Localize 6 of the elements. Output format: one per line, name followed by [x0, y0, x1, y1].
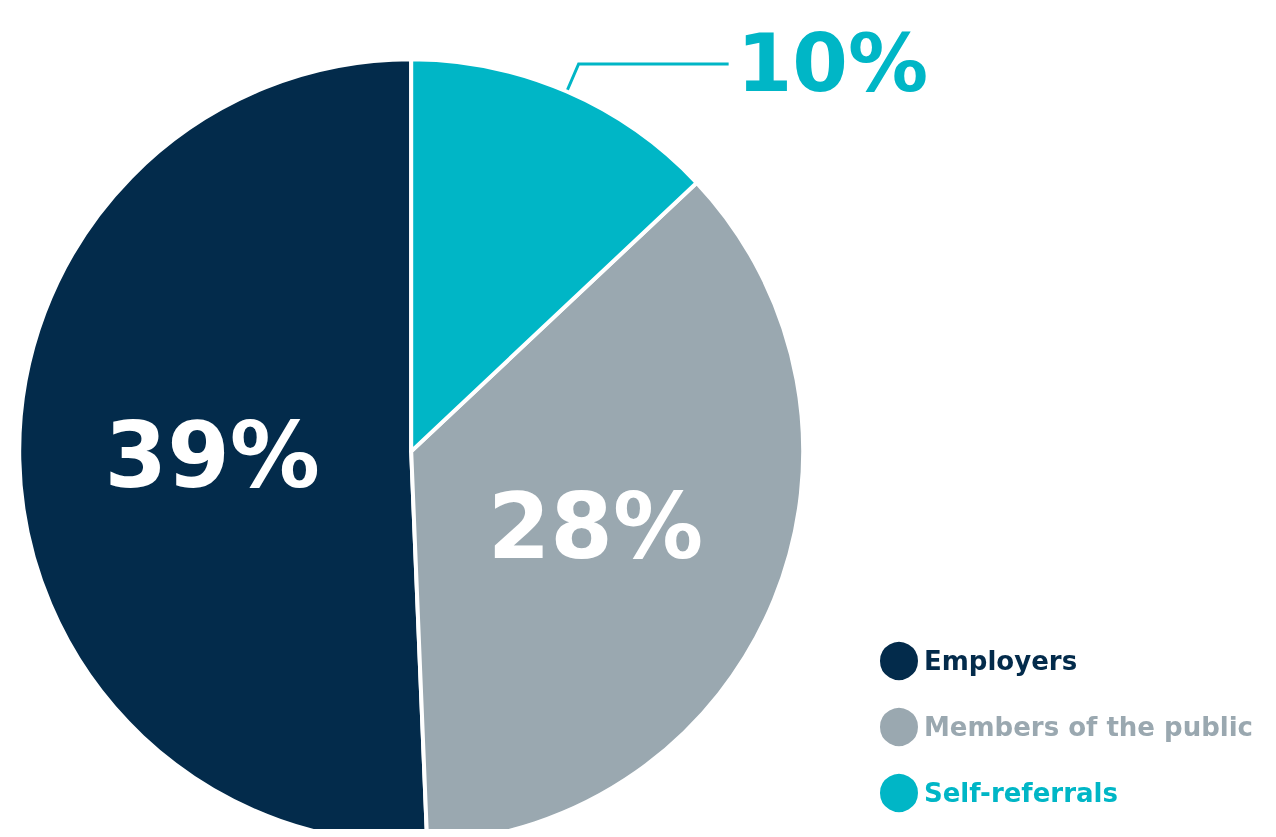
legend-label: Members of the public	[923, 712, 1253, 742]
legend-label: Employers	[923, 646, 1078, 676]
data-label: 10%	[736, 17, 929, 111]
data-label: 28%	[487, 474, 704, 580]
legend-label: Self-referrals	[923, 778, 1118, 808]
data-label: 39%	[104, 402, 320, 508]
